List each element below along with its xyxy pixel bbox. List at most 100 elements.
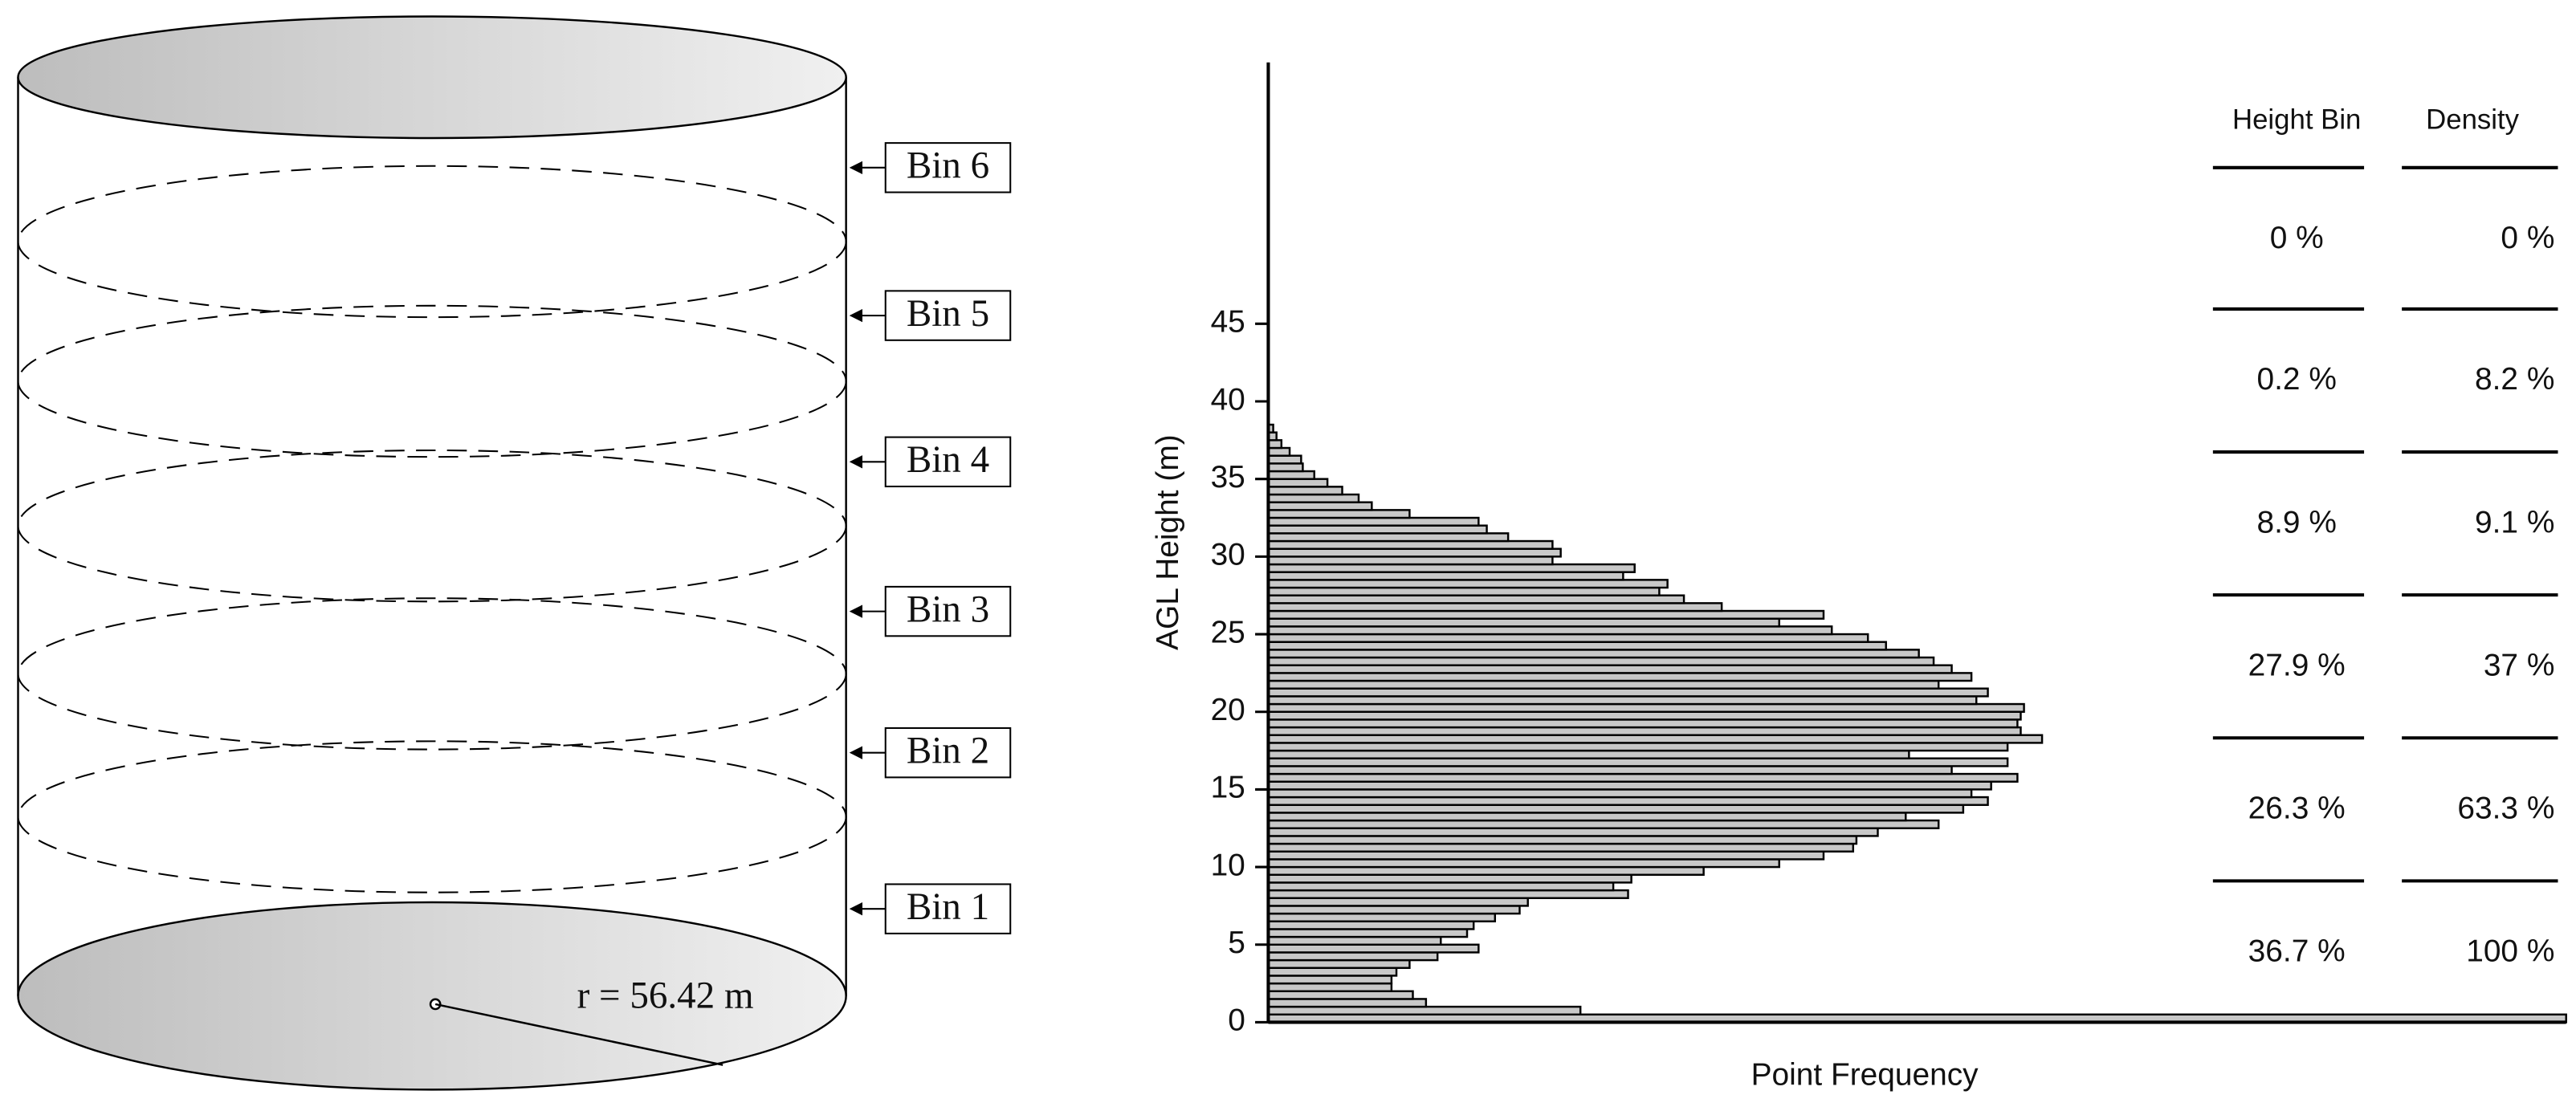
bin-ring [17, 740, 847, 893]
bar [1267, 493, 1360, 503]
bar [1267, 486, 1343, 496]
y-tick-label: 10 [1211, 848, 1245, 882]
bar [1267, 749, 1910, 759]
bar [1267, 990, 1414, 1000]
bar [1267, 571, 1624, 581]
cylinder: r = 56.42 m [17, 15, 847, 1091]
bar [1267, 796, 1989, 806]
bar [1267, 594, 1685, 604]
bar [1267, 501, 1373, 511]
x-axis-title: Point Frequency [1751, 1057, 1979, 1092]
bar [1267, 547, 1562, 558]
bin-label: Bin 6 [907, 145, 989, 187]
y-tick-label: 25 [1211, 615, 1245, 649]
bar [1267, 804, 1965, 814]
bin-label: Bin 4 [907, 439, 989, 481]
bar [1267, 602, 1723, 612]
bin-label: Bin 5 [907, 293, 989, 335]
bar [1267, 470, 1315, 480]
bin-label: Bin 2 [907, 730, 989, 772]
bar [1267, 734, 2044, 744]
bar [1267, 641, 1887, 651]
bar [1267, 478, 1329, 488]
table-cell: 37 % [2484, 648, 2555, 682]
table-header: Density [2426, 105, 2520, 136]
bar [1267, 897, 1529, 907]
bar [1267, 462, 1304, 473]
table-header: Height Bin [2232, 105, 2361, 136]
bar [1267, 633, 1869, 643]
bar [1267, 873, 1632, 884]
bin-box [884, 883, 1012, 934]
bar [1267, 509, 1411, 519]
table-cell: 0 % [2501, 221, 2554, 255]
bin-ring [17, 165, 847, 319]
bar [1267, 672, 1973, 682]
bar [1267, 439, 1283, 450]
bar [1267, 967, 1398, 977]
bar [1267, 532, 1510, 543]
bar [1267, 516, 1480, 527]
bar [1267, 975, 1393, 985]
bar [1267, 772, 2019, 783]
bar [1267, 819, 1940, 829]
bar [1267, 718, 2019, 729]
bar [1267, 757, 2009, 767]
bar [1267, 889, 1629, 899]
y-tick-label: 20 [1211, 693, 1245, 727]
y-tick-label: 15 [1211, 771, 1245, 805]
bar [1267, 935, 1442, 946]
bar [1267, 579, 1669, 589]
bar [1267, 446, 1291, 457]
bar [1267, 695, 1978, 706]
bin-label: Bin 3 [907, 588, 989, 630]
radius-line [434, 1003, 723, 1066]
y-tick-label: 35 [1211, 460, 1245, 494]
bar [1267, 563, 1636, 573]
table-cell: 27.9 % [2248, 648, 2346, 682]
bin-box [884, 436, 1012, 488]
bar [1267, 726, 2022, 736]
bar [1267, 982, 1393, 993]
bar [1267, 998, 1428, 1008]
bar [1267, 679, 1940, 690]
bin-ring [17, 597, 847, 751]
bar [1267, 710, 2022, 721]
bar [1267, 556, 1554, 566]
table-cell: 100 % [2466, 934, 2554, 969]
bar [1267, 454, 1302, 465]
table-cell: 26.3 % [2248, 792, 2346, 826]
bar [1267, 765, 1953, 775]
table-cell: 8.2 % [2475, 362, 2554, 397]
bar [1267, 742, 2009, 752]
bar [1267, 625, 1833, 636]
bar [1267, 586, 1661, 596]
bar [1267, 865, 1705, 876]
bar [1267, 905, 1521, 915]
bar [1267, 842, 1855, 853]
bar [1267, 702, 2025, 713]
bar [1267, 958, 1411, 969]
table-cell: 0.2 % [2257, 362, 2337, 397]
table-cell: 63.3 % [2457, 792, 2554, 826]
y-tick-label: 0 [1228, 1003, 1245, 1038]
bar [1267, 649, 1920, 659]
bar [1267, 943, 1480, 954]
bar [1267, 881, 1615, 892]
radius-label: r = 56.42 m [577, 975, 754, 1017]
y-tick-label: 5 [1228, 926, 1245, 960]
table-cell: 9.1 % [2475, 505, 2554, 539]
table-cell: 36.7 % [2248, 934, 2346, 969]
bar [1267, 1005, 1582, 1016]
bar [1267, 835, 1858, 845]
bar [1267, 858, 1780, 869]
bar [1267, 609, 1825, 620]
table-cell: 8.9 % [2257, 505, 2337, 539]
bar [1267, 951, 1439, 962]
bar [1267, 780, 1992, 791]
bar [1267, 850, 1825, 861]
bar [1267, 617, 1780, 628]
bar [1267, 928, 1469, 938]
y-axis-title: AGL Height (m) [1151, 434, 1185, 650]
